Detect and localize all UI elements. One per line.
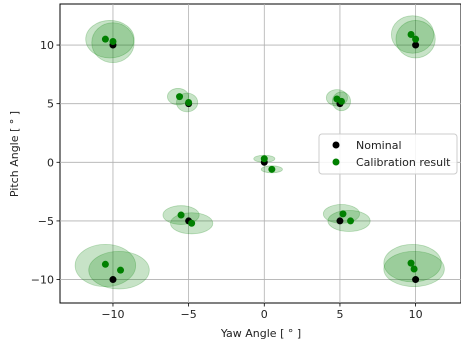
nominal-point <box>336 217 344 225</box>
calibration-point <box>185 98 193 106</box>
grid-lines <box>60 4 461 303</box>
calibration-point <box>101 35 109 43</box>
y-tick-label: 5 <box>47 98 54 111</box>
y-axis-label: Pitch Angle [ ° ] <box>8 111 21 197</box>
calibration-point <box>407 30 415 38</box>
calibration-point <box>407 259 415 267</box>
uncertainty-ellipse <box>85 20 135 59</box>
calibration-point <box>410 265 418 273</box>
calibration-points <box>101 30 420 274</box>
legend-box <box>318 133 458 175</box>
nominal-point <box>412 41 420 49</box>
x-axis-label: Yaw Angle [ ° ] <box>220 327 301 340</box>
legend-label-nominal: Nominal <box>356 139 402 152</box>
x-tick-label: 0 <box>261 308 268 321</box>
calibration-point <box>347 217 355 225</box>
nominal-point <box>412 276 420 284</box>
calibration-point <box>268 165 276 173</box>
x-tick-label: 5 <box>336 308 343 321</box>
x-tick-label: −5 <box>181 308 197 321</box>
calibration-point <box>177 211 185 219</box>
x-axis-ticks: −10 −5 0 5 10 <box>101 303 423 321</box>
calibration-point <box>101 260 109 268</box>
nominal-point <box>109 276 117 284</box>
y-tick-label: −10 <box>31 274 54 287</box>
calibration-point <box>339 210 347 218</box>
y-tick-label: 0 <box>47 156 54 169</box>
x-tick-label: −10 <box>101 308 124 321</box>
y-axis-ticks: −10 −5 0 5 10 <box>31 39 60 287</box>
legend-marker-calibration <box>332 158 340 166</box>
calibration-point <box>412 35 420 43</box>
calibration-point <box>176 93 184 101</box>
legend: Nominal Calibration result <box>318 133 458 175</box>
legend-label-calibration: Calibration result <box>356 156 451 169</box>
calibration-point <box>117 266 125 274</box>
y-tick-label: 10 <box>40 39 54 52</box>
x-tick-label: 10 <box>409 308 423 321</box>
legend-marker-nominal <box>332 141 340 149</box>
calibration-point <box>109 38 117 46</box>
y-tick-label: −5 <box>38 215 54 228</box>
calibration-point <box>260 155 268 163</box>
calibration-point <box>188 219 196 227</box>
calibration-point <box>337 97 345 105</box>
